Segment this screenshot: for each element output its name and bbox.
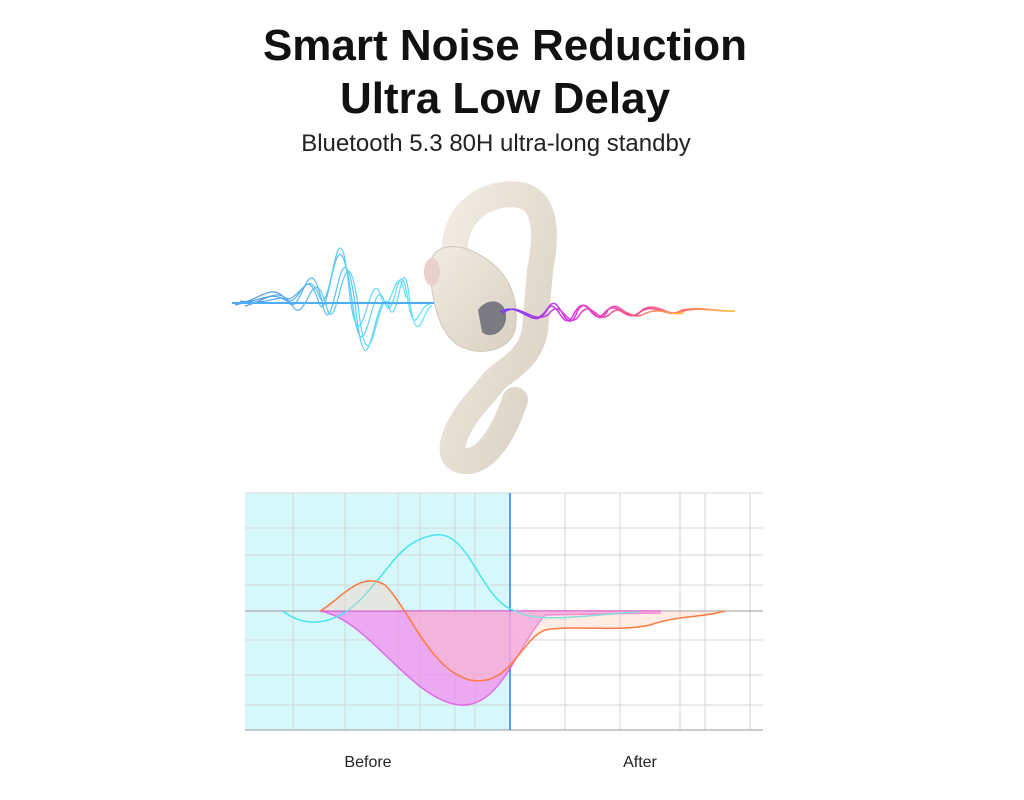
- output-wave: [499, 302, 736, 322]
- graph-label: After: [623, 754, 657, 771]
- graph-label: Before: [344, 754, 391, 771]
- input-wave: [232, 247, 435, 351]
- title-line: Ultra Low Delay: [340, 74, 671, 123]
- waveform-graph: [245, 492, 763, 731]
- earbud-illustration: [424, 181, 557, 474]
- subtitle: Bluetooth 5.3 80H ultra-long standby: [301, 130, 691, 157]
- title-line: Smart Noise Reduction: [263, 21, 747, 70]
